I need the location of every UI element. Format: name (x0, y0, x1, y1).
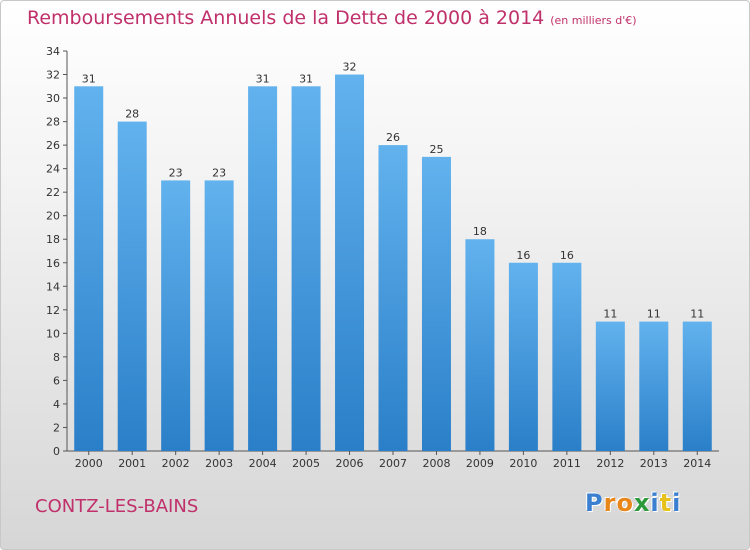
bar-2008 (421, 156, 451, 451)
bar-2013 (639, 321, 669, 451)
bar-2003 (204, 180, 234, 452)
x-tick-label: 2010 (509, 457, 537, 470)
bar-2002 (161, 180, 191, 452)
y-tick-label: 20 (46, 210, 60, 223)
bar-value-label: 28 (125, 108, 139, 121)
bar-value-label: 31 (256, 72, 270, 85)
bar-2001 (117, 121, 147, 452)
y-tick-label: 2 (53, 421, 60, 434)
x-tick-label: 2002 (162, 457, 190, 470)
y-tick-label: 10 (46, 327, 60, 340)
bar-2009 (465, 239, 495, 451)
y-tick-label: 4 (53, 398, 60, 411)
x-tick-label: 2011 (553, 457, 581, 470)
logo-letter: i (650, 489, 660, 517)
y-tick-label: 32 (46, 69, 60, 82)
bar-value-label: 32 (343, 61, 357, 74)
y-tick-label: 30 (46, 92, 60, 105)
bar-2000 (74, 86, 104, 451)
y-tick-label: 8 (53, 351, 60, 364)
y-tick-label: 14 (46, 280, 60, 293)
bar-value-label: 23 (212, 166, 226, 179)
bar-value-label: 16 (560, 249, 574, 262)
x-tick-label: 2007 (379, 457, 407, 470)
logo-letter: i (672, 489, 682, 517)
y-tick-label: 16 (46, 257, 60, 270)
y-tick-label: 12 (46, 304, 60, 317)
x-tick-label: 2012 (596, 457, 624, 470)
y-tick-label: 6 (53, 374, 60, 387)
logo-letter: r (603, 489, 617, 517)
bar-2011 (552, 262, 582, 451)
bar-value-label: 11 (603, 308, 617, 321)
x-tick-label: 2014 (683, 457, 711, 470)
bar-2007 (378, 145, 408, 451)
bar-2010 (508, 262, 538, 451)
bar-2014 (682, 321, 712, 451)
y-tick-label: 28 (46, 116, 60, 129)
y-tick-label: 22 (46, 186, 60, 199)
proxiti-logo: Proxiti (585, 489, 681, 517)
logo-letter: x (633, 489, 651, 517)
bar-value-label: 23 (169, 166, 183, 179)
chart-title: Remboursements Annuels de la Dette de 20… (27, 7, 637, 29)
bar-value-label: 31 (299, 72, 313, 85)
bar-value-label: 11 (647, 308, 661, 321)
logo-letter: o (616, 489, 634, 517)
bar-value-label: 25 (429, 143, 443, 156)
bar-value-label: 11 (690, 308, 704, 321)
bar-value-label: 26 (386, 131, 400, 144)
bar-2004 (248, 86, 278, 451)
chart-title-text: Remboursements Annuels de la Dette de 20… (27, 7, 545, 29)
x-tick-label: 2008 (422, 457, 450, 470)
bar-value-label: 16 (516, 249, 530, 262)
y-tick-label: 24 (46, 163, 60, 176)
x-tick-label: 2009 (466, 457, 494, 470)
bar-2012 (595, 321, 625, 451)
y-tick-label: 34 (46, 45, 60, 58)
y-tick-label: 26 (46, 139, 60, 152)
logo-letter: P (585, 489, 604, 517)
x-tick-label: 2003 (205, 457, 233, 470)
unit-note: (en milliers d'€) (550, 14, 637, 27)
bar-2006 (335, 74, 365, 451)
x-tick-label: 2001 (118, 457, 146, 470)
bar-value-label: 18 (473, 225, 487, 238)
x-tick-label: 2013 (640, 457, 668, 470)
x-tick-label: 2006 (336, 457, 364, 470)
bar-value-label: 31 (82, 72, 96, 85)
logo-letter: t (659, 489, 673, 517)
bar-2005 (291, 86, 321, 451)
x-tick-label: 2000 (75, 457, 103, 470)
commune-name: CONTZ-LES-BAINS (35, 496, 199, 517)
y-tick-label: 0 (53, 445, 60, 458)
x-tick-label: 2005 (292, 457, 320, 470)
y-tick-label: 18 (46, 233, 60, 246)
x-tick-label: 2004 (249, 457, 277, 470)
